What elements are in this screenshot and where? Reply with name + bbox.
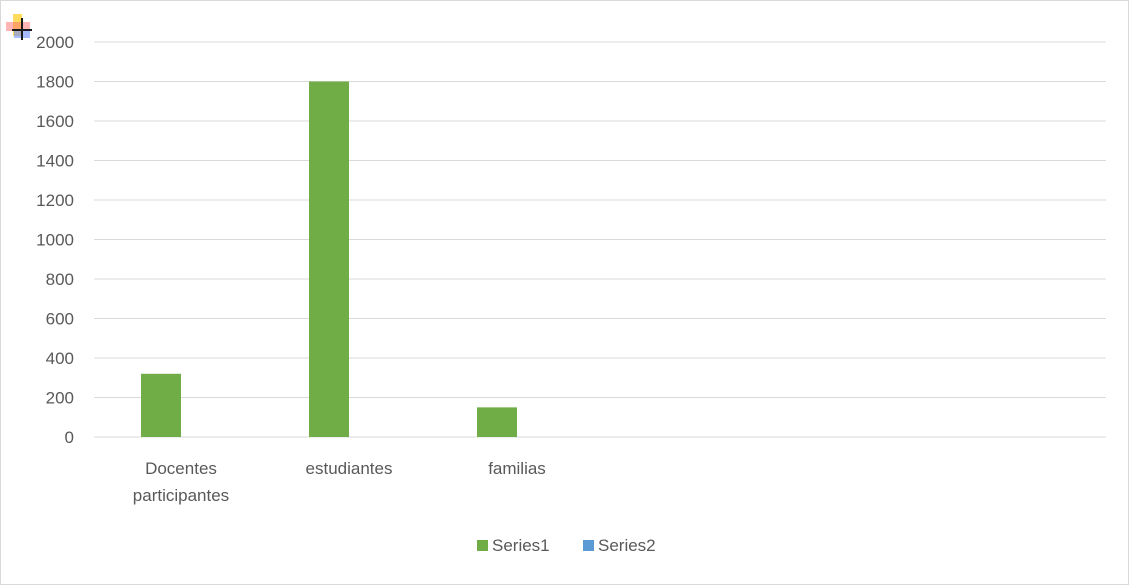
legend-swatch-series2 [583, 540, 594, 551]
x-category-label: estudiantes [306, 459, 393, 478]
y-tick-label: 1200 [36, 191, 74, 210]
y-tick-label: 1400 [36, 152, 74, 171]
y-tick-label: 0 [65, 428, 74, 447]
x-category-label: familias [488, 459, 546, 478]
y-tick-label: 400 [46, 349, 74, 368]
y-tick-label: 1000 [36, 231, 74, 250]
legend-label: Series2 [598, 536, 656, 555]
bar-series1-2 [477, 407, 517, 437]
y-axis-ticks: 0 200 400 600 800 1000 1200 1400 1600 1800 2000 [36, 33, 74, 447]
legend-label: Series1 [492, 536, 550, 555]
bars [141, 81, 517, 437]
y-tick-label: 2000 [36, 33, 74, 52]
gridlines [94, 41, 1106, 438]
y-tick-label: 600 [46, 310, 74, 329]
legend-swatch-series1 [477, 540, 488, 551]
x-axis-categories: Docentes participantes estudiantes familias [133, 459, 546, 505]
bar-series1-0 [141, 373, 181, 437]
cursor-icon [6, 14, 32, 40]
x-category-label: participantes [133, 486, 229, 505]
x-category-label: Docentes [145, 459, 217, 478]
y-tick-label: 1800 [36, 73, 74, 92]
bar-series1-1 [309, 81, 349, 437]
legend: Series1 Series2 [477, 536, 656, 555]
y-tick-label: 200 [46, 389, 74, 408]
y-tick-label: 800 [46, 270, 74, 289]
y-tick-label: 1600 [36, 112, 74, 131]
